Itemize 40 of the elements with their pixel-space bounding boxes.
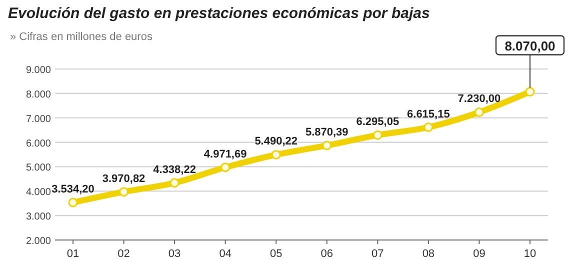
y-tick-label: 7.000 bbox=[26, 114, 52, 125]
point bbox=[170, 178, 180, 188]
data-label: 6.295,05 bbox=[356, 116, 400, 128]
point bbox=[474, 107, 484, 117]
chart-title: Evolución del gasto en prestaciones económicas por bajas bbox=[8, 5, 430, 22]
x-tick-label: 03 bbox=[168, 248, 181, 260]
data-label: 5.870,39 bbox=[305, 126, 348, 138]
x-tick-label: 10 bbox=[524, 248, 536, 260]
point bbox=[372, 130, 382, 140]
data-label: 6.615,15 bbox=[407, 108, 450, 120]
y-tick-label: 8.000 bbox=[26, 89, 52, 100]
data-label: 7.230,00 bbox=[458, 93, 501, 106]
point bbox=[119, 187, 129, 197]
data-label: 4.971,69 bbox=[204, 148, 247, 160]
x-tick-label: 02 bbox=[118, 248, 130, 260]
x-tick-label: 07 bbox=[372, 248, 384, 260]
x-tick-label: 09 bbox=[473, 248, 486, 260]
data-label: 8.070,00 bbox=[504, 38, 556, 54]
y-tick-label: 9.000 bbox=[26, 65, 52, 76]
data-label: 4.338,22 bbox=[153, 164, 196, 176]
data-label: 3.534,20 bbox=[52, 184, 94, 196]
data-label: 3.970,82 bbox=[102, 172, 146, 185]
y-tick-label: 6.000 bbox=[26, 138, 52, 150]
point bbox=[424, 122, 434, 132]
point bbox=[220, 162, 230, 172]
x-tick-label: 04 bbox=[219, 248, 232, 260]
point bbox=[271, 150, 281, 160]
y-tick-label: 4.000 bbox=[26, 187, 52, 198]
data-label: 5.490,22 bbox=[254, 136, 298, 148]
x-tick-label: 01 bbox=[66, 248, 80, 260]
y-tick-label: 2.000 bbox=[26, 236, 52, 247]
x-tick-label: 08 bbox=[422, 248, 435, 260]
y-tick-label: 5.000 bbox=[26, 162, 52, 174]
chart-subtitle: » Cifras en millones de euros bbox=[10, 31, 153, 43]
y-tick-label: 3.000 bbox=[26, 212, 52, 223]
point bbox=[525, 86, 535, 96]
x-tick-label: 05 bbox=[270, 248, 282, 260]
x-tick-label: 06 bbox=[320, 248, 334, 260]
point bbox=[68, 198, 78, 208]
point bbox=[322, 140, 332, 150]
